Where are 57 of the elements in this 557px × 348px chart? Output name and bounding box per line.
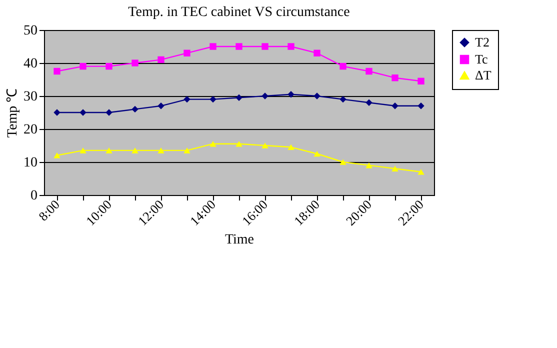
point	[392, 102, 398, 110]
point	[132, 106, 138, 113]
point	[236, 140, 242, 147]
point	[106, 62, 112, 70]
legend-label: Tc	[475, 52, 488, 66]
point	[132, 148, 138, 154]
point	[210, 140, 216, 147]
y-tick-label: 0	[30, 188, 38, 204]
point	[418, 168, 424, 175]
point	[340, 159, 346, 165]
point	[210, 96, 216, 103]
point	[184, 50, 190, 56]
point	[54, 152, 60, 158]
point	[366, 162, 372, 168]
point	[158, 56, 164, 64]
point	[418, 78, 424, 85]
point	[184, 96, 190, 103]
point	[80, 148, 86, 154]
point	[314, 92, 320, 100]
point	[418, 102, 424, 110]
point	[106, 109, 112, 116]
point	[158, 102, 164, 110]
point	[314, 50, 320, 56]
point	[80, 109, 86, 116]
point	[340, 62, 346, 70]
point	[262, 92, 268, 100]
legend-label: ΔT	[475, 68, 492, 82]
point	[132, 60, 138, 66]
y-axis-title: Temp ℃	[6, 88, 20, 138]
point	[54, 109, 60, 116]
point	[262, 142, 268, 148]
point	[366, 68, 372, 75]
point	[392, 166, 398, 172]
point	[288, 43, 294, 50]
point	[236, 94, 242, 102]
point	[210, 43, 216, 50]
point	[340, 96, 346, 103]
point	[54, 68, 60, 75]
point	[158, 148, 164, 154]
point	[288, 144, 294, 150]
point	[106, 148, 112, 154]
point	[392, 74, 398, 82]
y-tick-label: 10	[24, 156, 38, 170]
point	[366, 99, 372, 106]
y-tick-label: 20	[24, 122, 38, 138]
point	[288, 90, 294, 98]
y-tick-label: 50	[24, 24, 38, 38]
point	[80, 62, 86, 70]
chart-title: Temp. in TEC cabinet VS circumstance	[128, 5, 350, 20]
y-tick-label: 30	[24, 90, 38, 104]
legend-label: T2	[475, 34, 490, 50]
x-axis-title: Time	[224, 232, 254, 248]
point	[262, 43, 268, 50]
point	[184, 148, 190, 154]
point	[236, 43, 242, 50]
point	[314, 150, 320, 157]
y-tick-label: 40	[24, 56, 38, 72]
